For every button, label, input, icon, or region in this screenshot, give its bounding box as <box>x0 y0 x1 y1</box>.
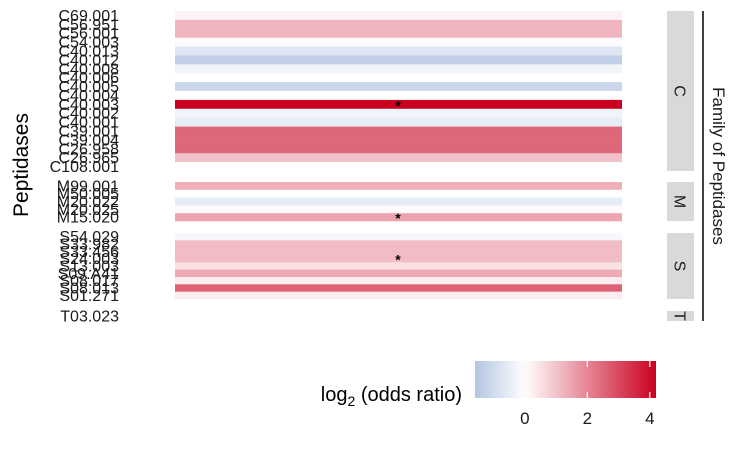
significance-marker: * <box>395 97 401 113</box>
legend-colorbar <box>475 361 656 398</box>
heat-cell <box>175 162 622 172</box>
heat-cell <box>175 247 622 256</box>
facet-strip <box>667 182 694 221</box>
heat-cell <box>175 240 622 248</box>
heat-cell <box>175 291 622 300</box>
row-tick-label: M99.001 <box>57 178 119 195</box>
row-tick-label: C69.001 <box>59 8 120 25</box>
row-tick-label: C39.004 <box>59 132 120 149</box>
legend-title-rest: (odds ratio) <box>355 384 462 406</box>
row-tick-label: C40.002 <box>59 106 120 123</box>
row-tick-label: C56.951 <box>59 17 120 34</box>
heat-cell <box>175 233 622 241</box>
row-tick-label: C40.012 <box>59 52 120 69</box>
y-axis-title: Peptidases <box>10 113 33 217</box>
row-tick-label: C40.004 <box>59 88 120 105</box>
heat-cell <box>175 117 622 127</box>
heat-cell <box>175 213 622 222</box>
row-tick-label: T03.023 <box>60 309 119 326</box>
row-tick-label: C40.008 <box>59 61 120 78</box>
row-tick-label: C26.965 <box>59 150 120 167</box>
row-tick-label: C40.006 <box>59 70 120 87</box>
row-tick-label: S09.A41 <box>58 266 119 283</box>
heat-cell <box>175 197 622 206</box>
heat-cell <box>175 11 622 21</box>
legend-tick-label: 0 <box>520 409 529 428</box>
heat-cell <box>175 135 622 145</box>
heat-cell <box>175 37 622 47</box>
heat-cell <box>175 205 622 214</box>
row-tick-label: S54.029 <box>59 229 119 246</box>
significance-marker: * <box>395 252 401 268</box>
row-tick-label: M50.005 <box>57 186 119 203</box>
facet-strip-label: M <box>671 195 688 208</box>
heat-cell <box>175 64 622 74</box>
facet-strip-label: C <box>671 85 688 97</box>
row-tick-label: S33.456 <box>59 244 119 261</box>
heatmap-bands: * * * <box>175 11 622 322</box>
row-tick-label: C40.003 <box>59 97 120 114</box>
row-tick-label: C26.958 <box>59 141 120 158</box>
row-tick-label: S01.271 <box>59 288 119 305</box>
legend-title-subscript: 2 <box>347 393 355 409</box>
facet-strip <box>667 233 694 299</box>
row-tick-label: C54.003 <box>59 35 120 52</box>
heat-cell <box>175 277 622 285</box>
facet-strip <box>667 11 694 171</box>
heat-cell <box>175 91 622 101</box>
legend-tick-label: 2 <box>583 409 592 428</box>
heat-cell <box>175 28 622 38</box>
legend-title: log2 (odds ratio) <box>321 384 462 409</box>
row-tick-label: S08.017 <box>59 273 119 290</box>
row-tick-label: C40.005 <box>59 79 120 96</box>
facet-strip-label: T <box>671 311 688 321</box>
heat-cell <box>175 144 622 154</box>
row-tick-label: S33.982 <box>59 237 119 254</box>
facet-axis-title: Family of Peptidases <box>709 87 728 245</box>
row-tick-label: S24.003 <box>59 251 119 268</box>
row-tick-label: C40.013 <box>59 44 120 61</box>
facet-strip <box>667 311 694 321</box>
facet-strips: C M S T <box>667 11 694 321</box>
heat-cell <box>175 189 622 198</box>
heat-cell <box>175 46 622 56</box>
facet-strip-label: S <box>671 261 688 272</box>
row-tick-labels: C69.001C56.951C56.001C54.003C40.013C40.0… <box>50 8 119 326</box>
row-tick-label: S13.003 <box>59 259 119 276</box>
row-tick-label: C56.001 <box>59 26 120 43</box>
legend-tick-label: 4 <box>645 409 654 428</box>
heat-cell <box>175 82 622 92</box>
heat-cell <box>175 284 622 292</box>
heat-cell <box>175 99 622 110</box>
heat-cell <box>175 255 622 263</box>
heat-cell <box>175 153 622 163</box>
row-tick-label: M15.020 <box>57 210 119 227</box>
heat-cell <box>175 108 622 118</box>
heat-cell <box>175 55 622 65</box>
heat-cell <box>175 311 622 322</box>
row-tick-label: C40.001 <box>59 115 120 132</box>
heat-cell <box>175 19 622 30</box>
significance-marker: * <box>395 210 401 226</box>
heat-cell <box>175 182 622 191</box>
row-tick-label: C108.001 <box>50 159 119 176</box>
heat-cell <box>175 73 622 83</box>
heat-cell <box>175 269 622 278</box>
heat-cell <box>175 262 622 270</box>
row-tick-label: C39.001 <box>59 124 120 141</box>
legend-title-log: log <box>321 384 348 406</box>
row-tick-label: S08.013 <box>59 281 119 298</box>
row-tick-label: M20.025 <box>57 202 119 219</box>
row-tick-label: M20.022 <box>57 194 119 211</box>
heat-cell <box>175 126 622 136</box>
